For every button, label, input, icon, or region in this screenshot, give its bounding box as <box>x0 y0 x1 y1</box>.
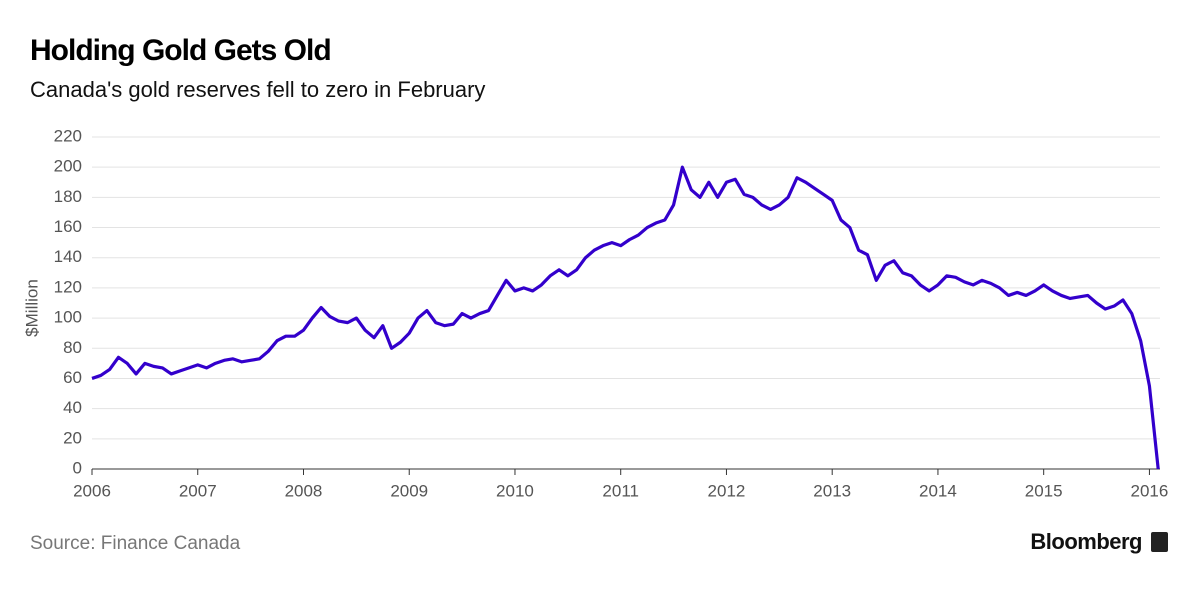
x-tick-label: 2006 <box>73 481 111 500</box>
y-tick-label: 80 <box>63 338 82 357</box>
x-tick-label: 2008 <box>285 481 323 500</box>
y-axis-label: $Million <box>22 279 41 337</box>
x-tick-label: 2010 <box>496 481 534 500</box>
y-tick-label: 60 <box>63 368 82 387</box>
y-tick-label: 100 <box>54 308 82 327</box>
x-tick-label: 2012 <box>708 481 746 500</box>
y-tick-label: 180 <box>54 187 82 206</box>
chart-subtitle: Canada's gold reserves fell to zero in F… <box>30 77 485 102</box>
brand-icon <box>1151 532 1168 552</box>
x-tick-label: 2009 <box>390 481 428 500</box>
x-tick-label: 2007 <box>179 481 217 500</box>
x-tick-label: 2014 <box>919 481 957 500</box>
chart-title: Holding Gold Gets Old <box>30 34 331 67</box>
source-note: Source: Finance Canada <box>30 533 241 554</box>
y-tick-label: 200 <box>54 157 82 176</box>
x-tick-label: 2015 <box>1025 481 1063 500</box>
y-tick-label: 120 <box>54 277 82 296</box>
x-tick-label: 2011 <box>602 481 639 500</box>
y-tick-label: 220 <box>54 126 82 145</box>
y-tick-label: 20 <box>63 428 82 447</box>
data-line <box>91 165 1160 470</box>
brand-logo: Bloomberg <box>1030 529 1142 554</box>
x-tick-label: 2013 <box>813 481 851 500</box>
y-tick-label: 140 <box>54 247 82 266</box>
y-tick-label: 0 <box>73 458 82 477</box>
y-tick-label: 40 <box>63 398 82 417</box>
x-tick-label: 2016 <box>1131 481 1169 500</box>
y-tick-label: 160 <box>54 217 82 236</box>
